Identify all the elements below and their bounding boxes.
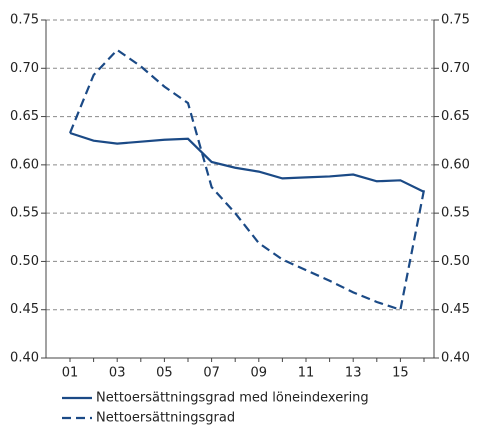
legend-label: Nettoersättningsgrad — [96, 411, 235, 425]
y2-tick-label: 0.50 — [441, 254, 470, 269]
x-tick-label: 03 — [109, 366, 126, 381]
x-tick-label: 15 — [392, 366, 409, 381]
y-tick-label: 0.70 — [10, 61, 39, 76]
y-tick-label: 0.75 — [10, 13, 39, 28]
x-tick-label: 11 — [298, 366, 315, 381]
x-tick-label: 09 — [251, 366, 268, 381]
y-tick-label: 0.65 — [10, 109, 39, 124]
y-tick-label: 0.45 — [10, 302, 39, 317]
x-tick-label: 07 — [203, 366, 220, 381]
y-tick-label: 0.40 — [10, 351, 39, 366]
y2-tick-label: 0.65 — [441, 109, 470, 124]
y2-tick-label: 0.60 — [441, 157, 470, 172]
x-tick-label: 13 — [345, 366, 362, 381]
y-tick-label: 0.60 — [10, 157, 39, 172]
x-tick-label: 01 — [62, 366, 79, 381]
y2-tick-label: 0.75 — [441, 13, 470, 28]
y2-tick-label: 0.70 — [441, 61, 470, 76]
y2-tick-label: 0.40 — [441, 351, 470, 366]
y2-tick-label: 0.55 — [441, 206, 470, 221]
y-tick-label: 0.55 — [10, 206, 39, 221]
y-tick-label: 0.50 — [10, 254, 39, 269]
line-series — [68, 48, 426, 312]
x-tick-label: 05 — [156, 366, 173, 381]
y2-tick-label: 0.45 — [441, 302, 470, 317]
line-series — [69, 131, 425, 193]
legend-label: Nettoersättningsgrad med löneindexering — [96, 391, 369, 406]
